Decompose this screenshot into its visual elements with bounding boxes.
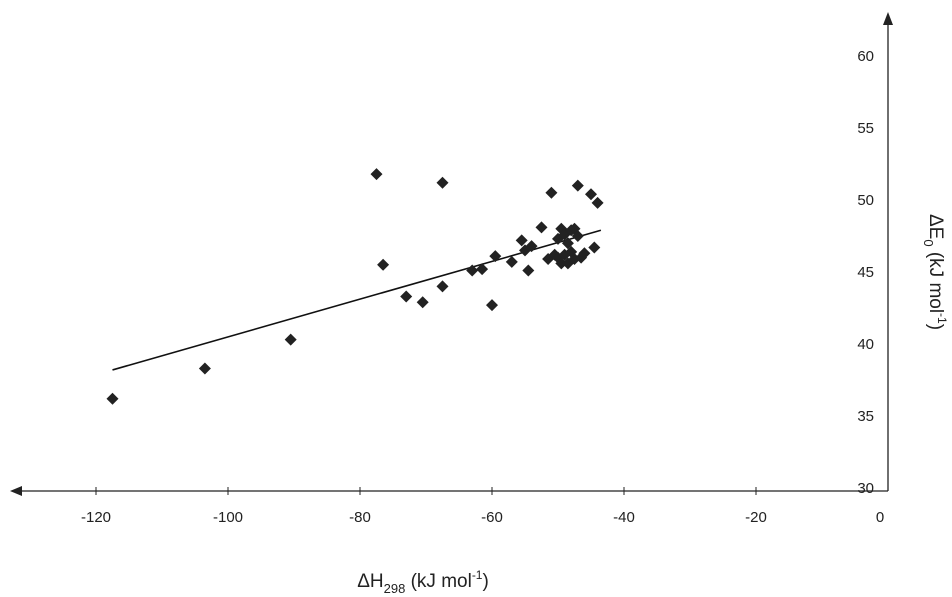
data-point bbox=[591, 196, 604, 209]
data-point bbox=[535, 221, 548, 234]
tick-labels: -120 -100 -80 -60 -40 -20 030 35 40 45 50 55 60 bbox=[81, 48, 884, 526]
data-point bbox=[585, 188, 597, 201]
data-point bbox=[466, 264, 479, 277]
x-tick-label: -60 bbox=[481, 509, 503, 526]
trendline bbox=[112, 229, 602, 371]
y-tick-label: 60 bbox=[857, 48, 874, 65]
y-axis-arrow bbox=[883, 12, 893, 25]
y-tick-label: 40 bbox=[857, 336, 874, 353]
x-tick-label: -20 bbox=[745, 509, 767, 526]
data-point bbox=[400, 290, 413, 303]
x-tick-label: 0 bbox=[876, 509, 884, 526]
x-axis-arrow bbox=[10, 486, 22, 496]
y-tick-label: 30 bbox=[857, 480, 874, 497]
y-tick-label: 35 bbox=[857, 408, 874, 425]
data-point bbox=[106, 392, 119, 405]
data-points bbox=[106, 168, 604, 405]
data-point bbox=[571, 179, 584, 192]
data-point bbox=[436, 280, 449, 293]
data-point bbox=[198, 362, 211, 375]
data-point bbox=[377, 258, 390, 271]
trendline-group bbox=[112, 229, 602, 371]
x-axis-title: ΔH298 (kJ mol-1) bbox=[357, 568, 489, 596]
x-tick-label: -100 bbox=[213, 509, 243, 526]
x-tick-label: -120 bbox=[81, 509, 111, 526]
x-tick-label: -40 bbox=[613, 509, 635, 526]
data-point bbox=[284, 333, 297, 346]
data-point bbox=[545, 186, 558, 199]
x-tick-label: -80 bbox=[349, 509, 371, 526]
y-axis-title: ΔE0 (kJ mol-1) bbox=[921, 214, 949, 330]
data-point bbox=[489, 250, 502, 263]
data-point bbox=[370, 168, 383, 181]
axes bbox=[10, 12, 893, 496]
data-point bbox=[436, 176, 449, 189]
data-point bbox=[588, 241, 601, 254]
data-point bbox=[416, 296, 429, 309]
y-tick-label: 50 bbox=[857, 192, 874, 209]
data-point bbox=[525, 240, 538, 253]
data-point bbox=[505, 255, 518, 268]
data-point bbox=[476, 263, 489, 276]
data-point bbox=[486, 299, 498, 312]
y-tick-label: 45 bbox=[857, 264, 874, 281]
data-point bbox=[522, 264, 535, 277]
data-point bbox=[515, 234, 528, 247]
data-point bbox=[571, 230, 584, 242]
y-tick-label: 55 bbox=[857, 120, 874, 137]
data-point bbox=[578, 247, 591, 260]
